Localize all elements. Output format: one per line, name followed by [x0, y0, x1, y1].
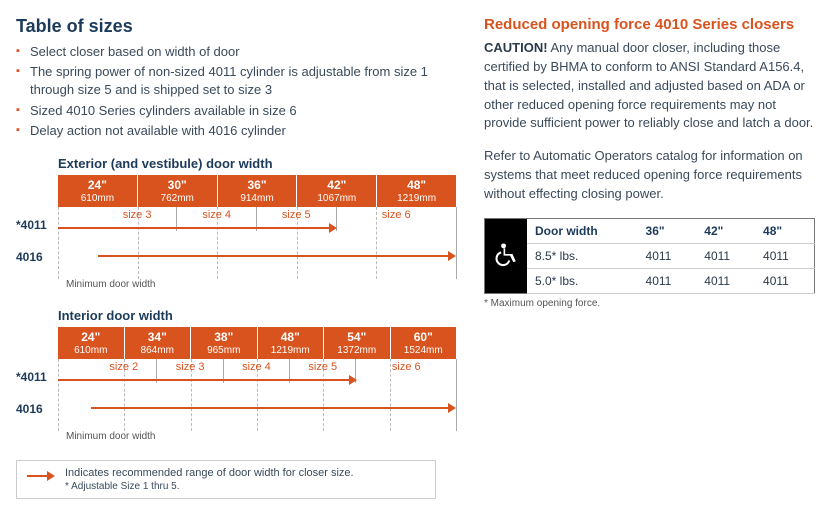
- table-footnote: * Maximum opening force.: [484, 298, 815, 309]
- size-label: size 6: [357, 359, 457, 373]
- table-cell: 4011: [755, 243, 814, 268]
- legend-note: * Adjustable Size 1 thru 5.: [65, 481, 354, 492]
- col-inch: 48": [258, 330, 324, 344]
- exterior-heading: Exterior (and vestibule) door width: [58, 156, 456, 171]
- size-label: size 4: [177, 207, 256, 221]
- col-mm: 610mm: [74, 345, 107, 356]
- table-header: 48": [755, 218, 814, 243]
- legend-box: Indicates recommended range of door widt…: [16, 460, 436, 499]
- col-mm: 610mm: [81, 193, 114, 204]
- table-row: 5.0* lbs. 4011 4011 4011: [485, 268, 815, 293]
- right-heading: Reduced opening force 4010 Series closer…: [484, 16, 815, 33]
- col-inch: 30": [138, 178, 217, 192]
- table-header: 36": [638, 218, 697, 243]
- col-mm: 762mm: [161, 193, 194, 204]
- col-inch: 48": [377, 178, 456, 192]
- bullet-item: The spring power of non-sized 4011 cylin…: [16, 63, 456, 99]
- wheelchair-icon: [493, 241, 519, 267]
- table-header: Door width: [527, 218, 638, 243]
- col-inch: 42": [297, 178, 376, 192]
- col-mm: 1524mm: [404, 345, 443, 356]
- min-door-label: Minimum door width: [66, 431, 456, 442]
- interior-header-row: 24"610mm 34"864mm 38"965mm 48"1219mm 54"…: [58, 327, 456, 359]
- col-inch: 36": [218, 178, 297, 192]
- size-label: size 5: [257, 207, 336, 221]
- bullet-item: Delay action not available with 4016 cyl…: [16, 122, 456, 140]
- size-label: size 5: [290, 359, 355, 373]
- min-door-label: Minimum door width: [66, 279, 456, 290]
- bullet-list: Select closer based on width of door The…: [16, 43, 456, 140]
- row-label-4016: 4016: [16, 395, 47, 423]
- bullet-item: Sized 4010 Series cylinders available in…: [16, 102, 456, 120]
- caution-paragraph: CAUTION! Any manual door closer, includi…: [484, 39, 815, 133]
- col-mm: 864mm: [141, 345, 174, 356]
- table-header: 42": [696, 218, 755, 243]
- col-inch: 24": [58, 330, 124, 344]
- wheelchair-icon-cell: [485, 218, 528, 293]
- size-label: size 4: [224, 359, 289, 373]
- col-inch: 38": [191, 330, 257, 344]
- right-para2: Refer to Automatic Operators catalog for…: [484, 147, 815, 204]
- table-row: 8.5* lbs. 4011 4011 4011: [485, 243, 815, 268]
- row-label-4011: *4011: [16, 363, 47, 391]
- page-title: Table of sizes: [16, 16, 456, 37]
- col-mm: 1219mm: [271, 345, 310, 356]
- table-cell: 8.5* lbs.: [527, 243, 638, 268]
- table-cell: 4011: [696, 268, 755, 293]
- legend-text: Indicates recommended range of door widt…: [65, 467, 354, 479]
- size-label: size 6: [337, 207, 456, 221]
- table-cell: 5.0* lbs.: [527, 268, 638, 293]
- row-label-4011: *4011: [16, 211, 47, 239]
- door-width-table: Door width 36" 42" 48" 8.5* lbs. 4011 40…: [484, 218, 815, 294]
- col-inch: 34": [125, 330, 191, 344]
- col-inch: 54": [324, 330, 390, 344]
- col-inch: 24": [58, 178, 137, 192]
- col-mm: 1372mm: [337, 345, 376, 356]
- size-label: size 3: [158, 359, 223, 373]
- col-mm: 965mm: [207, 345, 240, 356]
- table-cell: 4011: [696, 243, 755, 268]
- col-inch: 60": [391, 330, 457, 344]
- size-label: size 2: [91, 359, 156, 373]
- col-mm: 914mm: [240, 193, 273, 204]
- col-mm: 1219mm: [397, 193, 436, 204]
- table-cell: 4011: [638, 243, 697, 268]
- caution-label: CAUTION!: [484, 40, 548, 55]
- exterior-header-row: 24"610mm 30"762mm 36"914mm 42"1067mm 48"…: [58, 175, 456, 207]
- row-label-4016: 4016: [16, 243, 47, 271]
- exterior-chart: *4011 4016 24"610mm 30"762mm 36"914mm 42…: [16, 175, 456, 290]
- table-cell: 4011: [755, 268, 814, 293]
- interior-chart: *4011 4016 24"610mm 34"864mm 38"965mm 48…: [16, 327, 456, 442]
- col-mm: 1067mm: [317, 193, 356, 204]
- arrow-icon: [27, 469, 55, 483]
- table-cell: 4011: [638, 268, 697, 293]
- bullet-item: Select closer based on width of door: [16, 43, 456, 61]
- size-label: size 3: [98, 207, 177, 221]
- interior-heading: Interior door width: [58, 308, 456, 323]
